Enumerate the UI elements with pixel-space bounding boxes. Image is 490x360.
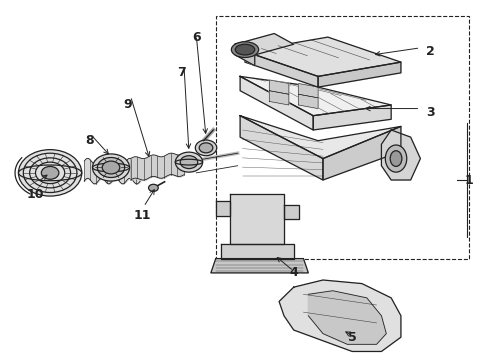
Ellipse shape xyxy=(385,145,407,172)
Ellipse shape xyxy=(235,44,255,55)
Ellipse shape xyxy=(180,156,198,168)
Ellipse shape xyxy=(175,152,202,172)
Ellipse shape xyxy=(148,184,158,192)
Text: 9: 9 xyxy=(124,99,132,112)
Polygon shape xyxy=(298,84,318,98)
Ellipse shape xyxy=(102,161,120,174)
Polygon shape xyxy=(284,205,298,219)
Polygon shape xyxy=(313,105,391,130)
Text: 3: 3 xyxy=(426,105,435,119)
Ellipse shape xyxy=(390,151,402,166)
Polygon shape xyxy=(270,91,289,105)
Text: 7: 7 xyxy=(177,66,186,79)
Polygon shape xyxy=(240,116,323,180)
Text: 2: 2 xyxy=(426,45,435,58)
Polygon shape xyxy=(245,51,318,87)
Bar xyxy=(216,16,469,258)
Ellipse shape xyxy=(196,140,217,156)
Polygon shape xyxy=(235,33,294,55)
Polygon shape xyxy=(230,194,284,244)
Text: 4: 4 xyxy=(290,266,298,279)
Ellipse shape xyxy=(231,42,259,58)
Ellipse shape xyxy=(93,154,129,181)
Text: 10: 10 xyxy=(27,188,44,201)
Polygon shape xyxy=(216,202,230,216)
Polygon shape xyxy=(240,116,401,158)
Polygon shape xyxy=(220,244,294,258)
Ellipse shape xyxy=(199,143,213,153)
Polygon shape xyxy=(318,62,401,87)
Text: 5: 5 xyxy=(348,331,357,344)
Polygon shape xyxy=(240,76,313,130)
Polygon shape xyxy=(245,37,401,76)
Polygon shape xyxy=(279,280,401,351)
Ellipse shape xyxy=(19,150,82,196)
Polygon shape xyxy=(298,94,318,109)
Polygon shape xyxy=(270,80,289,94)
Polygon shape xyxy=(381,130,420,180)
Polygon shape xyxy=(235,44,255,66)
Ellipse shape xyxy=(41,166,59,179)
Polygon shape xyxy=(308,291,386,344)
Text: 1: 1 xyxy=(465,174,473,186)
Text: 11: 11 xyxy=(134,209,151,222)
Ellipse shape xyxy=(98,157,124,177)
Polygon shape xyxy=(323,126,401,180)
Polygon shape xyxy=(211,258,308,273)
Text: 8: 8 xyxy=(85,134,94,147)
Polygon shape xyxy=(240,76,391,116)
Text: 6: 6 xyxy=(192,31,200,44)
